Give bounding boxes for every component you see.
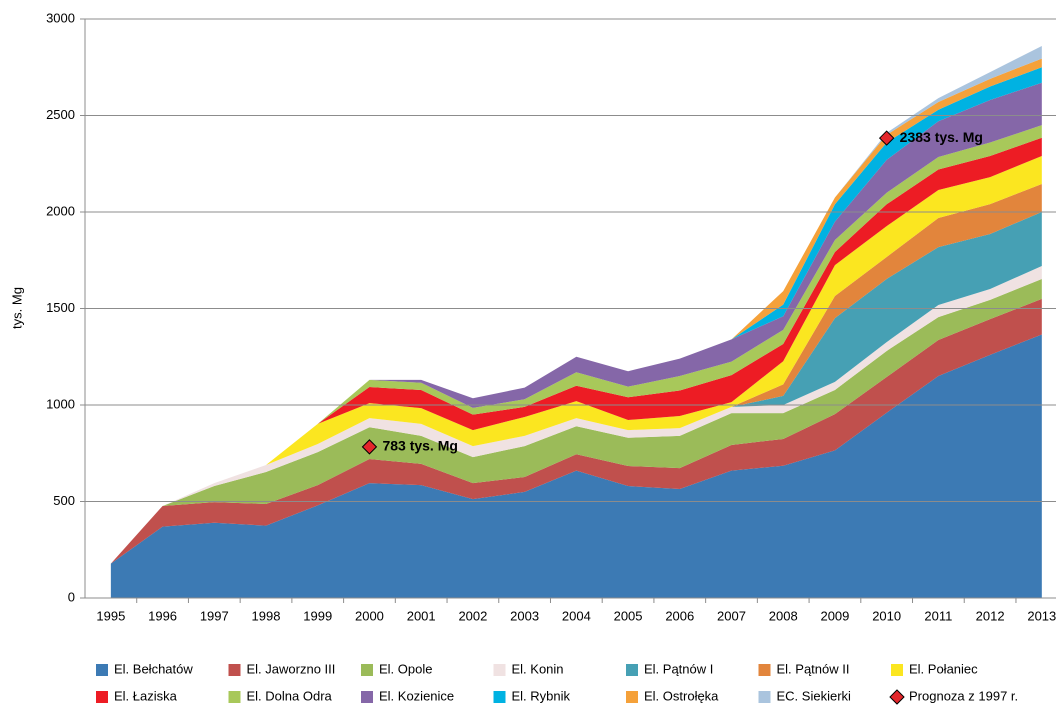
- y-tick-label: 2000: [46, 203, 75, 218]
- x-tick-label: 2004: [562, 608, 591, 623]
- forecast-marker: [361, 439, 378, 455]
- area: [110, 184, 1042, 564]
- y-axis-title: tys. Mg: [9, 287, 24, 329]
- x-tick-label: 1997: [200, 608, 229, 623]
- legend-label: El. Pątnów I: [644, 661, 713, 676]
- x-tick-label: 2009: [820, 608, 849, 623]
- forecast-label: 2383 tys. Mg: [900, 129, 983, 145]
- legend-label: El. Bełchatów: [114, 661, 193, 676]
- x-tick-label: 2003: [510, 608, 539, 623]
- x-tick-label: 1998: [252, 608, 281, 623]
- area: [110, 212, 1042, 564]
- legend-swatch: [758, 691, 771, 703]
- y-tick-label: 1000: [46, 396, 75, 411]
- legend-label: El. Kozienice: [379, 688, 454, 703]
- legend-swatch: [758, 664, 771, 676]
- legend-label: El. Połaniec: [909, 661, 978, 676]
- legend-label: EC. Siekierki: [777, 688, 852, 703]
- x-tick-label: 2012: [976, 608, 1005, 623]
- y-tick-label: 2500: [46, 107, 75, 122]
- area: [110, 82, 1042, 564]
- legend-swatch: [228, 664, 241, 676]
- x-tick-label: 2010: [872, 608, 901, 623]
- x-tick-label: 1999: [303, 608, 332, 623]
- legend-swatch: [493, 691, 506, 703]
- x-tick-label: 2001: [407, 608, 436, 623]
- area: [110, 137, 1042, 564]
- x-tick-label: 2000: [355, 608, 384, 623]
- y-tick-label: 1500: [46, 300, 75, 315]
- legend-label: El. Łaziska: [114, 688, 178, 703]
- x-tick-label: 2006: [665, 608, 694, 623]
- legend-marker: [889, 689, 905, 705]
- legend-swatch: [96, 691, 108, 703]
- x-tick-label: 2002: [458, 608, 487, 623]
- forecast-marker: [878, 130, 895, 146]
- plot-area: [110, 46, 1042, 598]
- y-tick-label: 3000: [46, 10, 75, 25]
- legend-label: Prognoza z 1997 r.: [909, 688, 1018, 703]
- legend-swatch: [228, 691, 241, 703]
- y-tick-label: 0: [68, 589, 75, 604]
- area: [110, 298, 1042, 564]
- x-tick-label: 1995: [96, 608, 125, 623]
- legend-swatch: [891, 664, 903, 676]
- legend-label: El. Opole: [379, 661, 432, 676]
- legend-label: El. Pątnów II: [777, 661, 850, 676]
- legend-swatch: [626, 691, 638, 703]
- legend-label: El. Jaworzno III: [247, 661, 336, 676]
- legend-label: El. Rybnik: [512, 688, 571, 703]
- x-tick-label: 2013: [1027, 608, 1056, 623]
- y-tick-label: 500: [53, 493, 75, 508]
- area: [110, 156, 1042, 564]
- forecast-label: 783 tys. Mg: [382, 438, 457, 454]
- x-tick-label: 2007: [717, 608, 746, 623]
- legend-label: El. Konin: [512, 661, 564, 676]
- legend-swatch: [96, 664, 108, 676]
- legend-swatch: [626, 664, 638, 676]
- x-tick-label: 2005: [614, 608, 643, 623]
- area: [110, 334, 1042, 598]
- legend-swatch: [361, 664, 373, 676]
- area: [110, 67, 1042, 564]
- x-tick-label: 1996: [148, 608, 177, 623]
- legend-label: El. Ostrołęka: [644, 688, 719, 703]
- x-tick-label: 2008: [769, 608, 798, 623]
- legend-swatch: [361, 691, 373, 703]
- legend-label: El. Dolna Odra: [247, 688, 333, 703]
- x-tick-label: 2011: [924, 608, 952, 623]
- legend-swatch: [493, 664, 506, 676]
